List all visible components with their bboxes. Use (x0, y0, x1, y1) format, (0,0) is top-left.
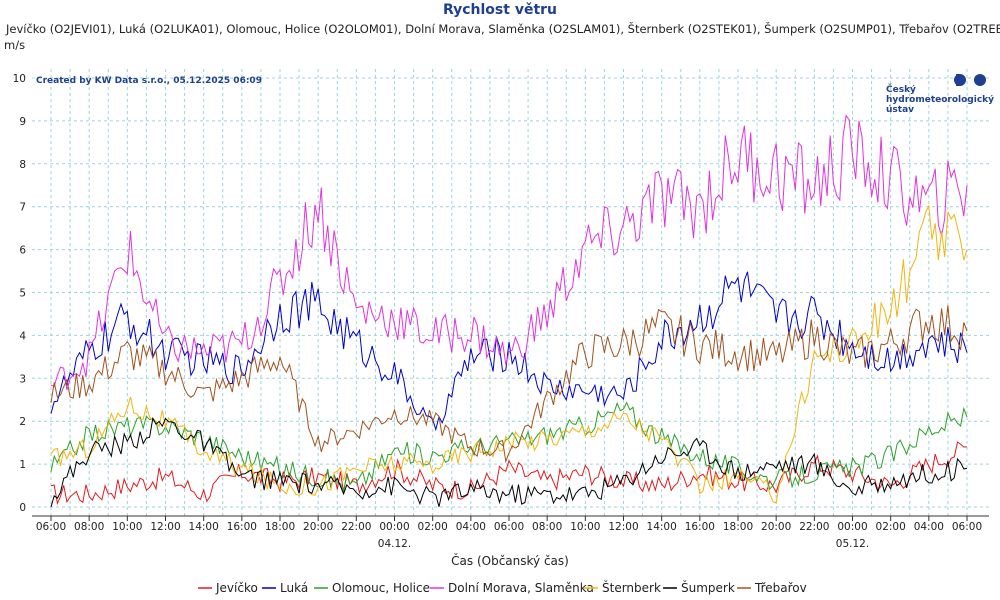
x-tick-label: 16:00 (685, 521, 715, 533)
x-tick-label: 16:00 (227, 521, 257, 533)
logo-line-1: Český (886, 83, 916, 95)
x-tick-label: 02:00 (418, 521, 448, 533)
legend: Jevíčko Luká Olomouc, Holice Dolní Morava, … (198, 580, 807, 595)
logo-dot-right (974, 74, 986, 86)
x-tick-label: 22:00 (799, 521, 829, 533)
chmi-logo: Český hydrometeorologický ústav (886, 74, 994, 115)
credit-text: Created by KW Data s.r.o., 05.12.2025 06… (36, 76, 262, 86)
y-tick-label: 2 (19, 416, 26, 428)
grid (32, 69, 989, 516)
legend-label-0: Jevíčko (215, 581, 258, 595)
logo-line-3: ústav (886, 105, 914, 115)
chart-subtitle: Jevíčko (O2JEVI01), Luká (O2LUKA01), Olo… (6, 22, 1000, 36)
y-tick-label: 1 (19, 459, 26, 471)
series-line-1 (50, 271, 968, 432)
x-tick-label: 00:00 (379, 521, 409, 533)
x-axis-title: Čas (Občanský čas) (451, 553, 569, 568)
legend-label-3: Dolní Morava, Slaměnka (448, 581, 594, 595)
logo-line-2: hydrometeorologický (886, 95, 994, 105)
y-tick-label: 8 (19, 159, 26, 171)
axes: 0 1 2 3 4 5 6 7 8 9 10 06:00 08:00 10:00 12:00 14:00 16:… (13, 73, 989, 550)
x-tick-label: 18:00 (723, 521, 753, 533)
series-group (50, 114, 968, 508)
logo-bar (956, 74, 961, 86)
legend-label-4: Šternberk (602, 580, 661, 595)
series-line-0 (50, 441, 968, 505)
x-tick-label: 12:00 (608, 521, 638, 533)
x-tick-label: 06:00 (494, 521, 524, 533)
y-tick-label: 0 (19, 502, 26, 514)
x-tick-label: 10:00 (570, 521, 600, 533)
y-tick-label: 5 (19, 288, 26, 300)
series-line-4 (50, 204, 968, 504)
date-label: 04.12. (378, 538, 411, 550)
series-line-3 (50, 114, 968, 391)
y-tick-label: 3 (19, 373, 26, 385)
y-tick-label: 9 (19, 116, 26, 128)
x-tick-label: 22:00 (341, 521, 371, 533)
x-tick-label: 14:00 (647, 521, 677, 533)
x-tick-label: 12:00 (150, 521, 180, 533)
x-tick-label: 14:00 (189, 521, 219, 533)
y-axis-unit: m/s (4, 38, 26, 52)
legend-label-6: Třebařov (754, 581, 807, 595)
x-tick-label: 10:00 (112, 521, 142, 533)
x-tick-label: 04:00 (914, 521, 944, 533)
x-tick-label: 06:00 (952, 521, 982, 533)
x-tick-label: 20:00 (303, 521, 333, 533)
x-tick-label: 08:00 (532, 521, 562, 533)
x-tick-label: 04:00 (456, 521, 486, 533)
x-tick-label: 06:00 (36, 521, 66, 533)
legend-label-5: Šumperk (681, 580, 735, 595)
date-label: 05.12. (836, 538, 869, 550)
y-tick-label: 10 (13, 73, 26, 85)
y-tick-label: 4 (19, 330, 26, 342)
x-tick-label: 20:00 (761, 521, 791, 533)
y-tick-label: 6 (19, 245, 26, 257)
x-tick-label: 08:00 (74, 521, 104, 533)
chart-title: Rychlost větru (442, 2, 558, 18)
x-tick-label: 00:00 (837, 521, 867, 533)
series-line-2 (50, 401, 968, 493)
series-line-6 (50, 305, 968, 464)
legend-label-2: Olomouc, Holice (332, 581, 430, 595)
series-line-5 (50, 416, 968, 508)
x-tick-label: 18:00 (265, 521, 295, 533)
y-tick-label: 7 (19, 202, 26, 214)
x-tick-label: 02:00 (876, 521, 906, 533)
legend-label-1: Luká (280, 581, 308, 595)
